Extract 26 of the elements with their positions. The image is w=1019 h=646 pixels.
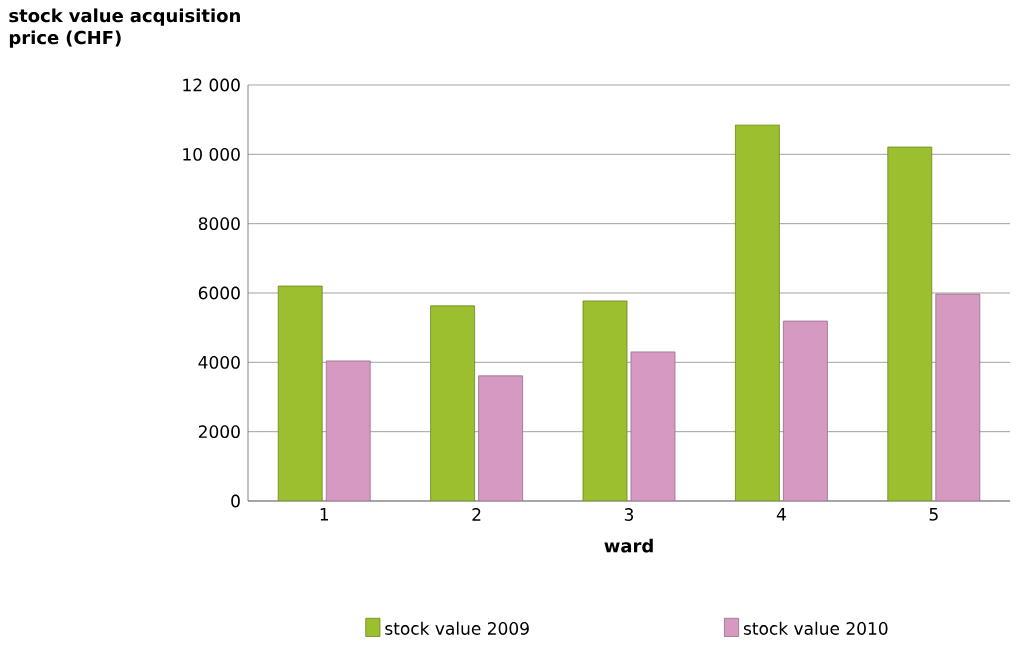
y-tick-label: 4000	[198, 356, 240, 369]
bar	[430, 305, 475, 502]
x-tick-label: 2	[472, 508, 481, 521]
bar	[478, 375, 523, 502]
x-tick-label: 1	[320, 508, 329, 521]
bar	[582, 300, 628, 502]
bar	[325, 360, 371, 502]
bar	[935, 293, 981, 502]
x-tick-label: 3	[624, 508, 634, 522]
y-tick-label: 12 000	[183, 78, 240, 92]
bar	[887, 146, 933, 502]
legend-label: stock value 2010	[743, 621, 888, 636]
bar	[630, 351, 676, 502]
bar	[277, 285, 323, 502]
legend-label: stock value 2009	[385, 621, 529, 636]
bar	[735, 124, 780, 502]
x-axis-title: ward	[604, 538, 653, 553]
y-tick-label: 2000	[198, 425, 240, 439]
y-tick-label: 8000	[198, 217, 240, 231]
x-tick-label: 5	[929, 508, 938, 521]
y-tick-label: 6000	[198, 286, 240, 300]
bar	[783, 320, 828, 502]
y-tick-label: 10 000	[183, 148, 240, 161]
x-tick-label: 4	[776, 508, 786, 521]
y-axis-title: stock value acquisition price (CHF)	[9, 8, 240, 48]
y-tick-label: 0	[231, 494, 240, 508]
